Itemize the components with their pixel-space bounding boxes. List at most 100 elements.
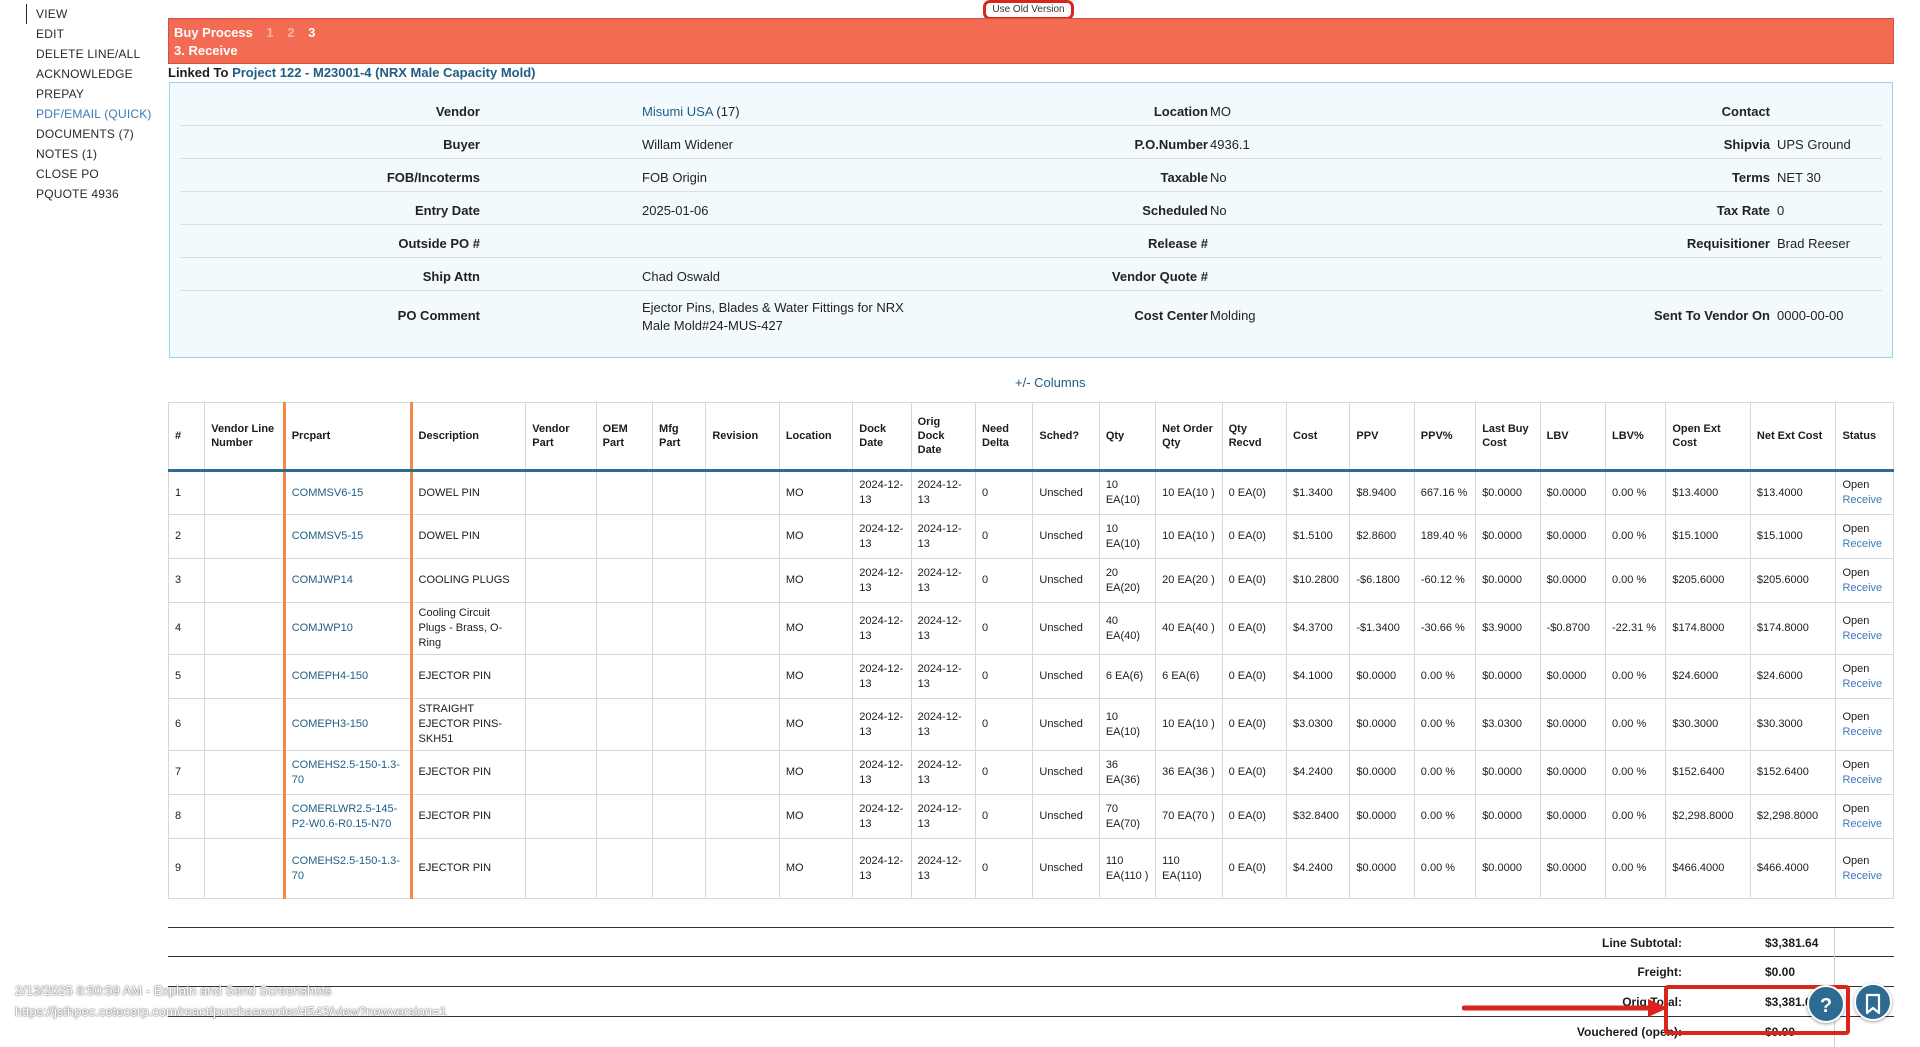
- prcpart-link[interactable]: COMMSV6-15: [291, 486, 364, 499]
- table-cell: 2024-12-13: [852, 838, 912, 899]
- column-header: PPV: [1349, 402, 1415, 472]
- table-cell: -22.31 %: [1605, 602, 1667, 655]
- nav-pdf-email[interactable]: PDF/EMAIL (QUICK): [36, 107, 152, 121]
- prcpart-link[interactable]: COMEPH3-150: [291, 718, 369, 730]
- info-row: Outside PO # Release # Requisitioner Bra…: [180, 225, 1882, 258]
- table-cell: 0 EA(0): [1222, 750, 1288, 795]
- column-header: Revision: [705, 402, 780, 472]
- table-cell: [204, 838, 285, 899]
- table-cell: $205.6000: [1750, 558, 1837, 603]
- nav-view[interactable]: VIEW: [26, 4, 166, 24]
- table-cell: 10 EA(10 ): [1155, 514, 1223, 559]
- prcpart-link[interactable]: COMERLWR2.5-145-P2-W0.6-R0.15-N70: [291, 802, 398, 830]
- receive-link[interactable]: Receive: [1842, 581, 1883, 594]
- info-row: PO Comment Ejector Pins, Blades & Water …: [180, 291, 1882, 343]
- table-cell: 0 EA(0): [1222, 602, 1288, 655]
- table-cell: Unsched: [1032, 514, 1100, 559]
- table-cell: 4: [167, 602, 206, 655]
- table-cell: MO: [779, 794, 854, 839]
- table-cell: Unsched: [1032, 470, 1100, 515]
- table-cell: 1: [167, 470, 206, 515]
- columns-toggle-link[interactable]: +/- Columns: [1015, 375, 1086, 390]
- table-cell: MO: [779, 654, 854, 699]
- table-cell: [652, 698, 707, 751]
- cost-center-label: Cost Center: [1134, 308, 1208, 323]
- nav-delete-line[interactable]: DELETE LINE/ALL: [36, 47, 141, 61]
- po-header-info: Vendor Misumi USA (17) Location MO Conta…: [169, 82, 1893, 358]
- column-header: Mfg Part: [652, 402, 707, 472]
- table-cell: [596, 602, 654, 655]
- bookmark-icon: [1865, 993, 1881, 1015]
- info-row: Entry Date 2025-01-06 Scheduled No Tax R…: [180, 192, 1882, 225]
- table-cell: 36 EA(36): [1099, 750, 1157, 795]
- table-cell: $0.0000: [1475, 794, 1541, 839]
- receive-link[interactable]: Receive: [1842, 629, 1883, 642]
- table-cell: 0: [975, 794, 1034, 839]
- prcpart-link[interactable]: COMMSV5-15: [291, 530, 364, 542]
- receive-link[interactable]: Receive: [1842, 494, 1883, 506]
- table-cell: [525, 654, 597, 699]
- prcpart-link[interactable]: COMJWP14: [291, 574, 353, 586]
- vendor-link[interactable]: Misumi USA: [642, 104, 713, 119]
- nav-notes[interactable]: NOTES (1): [36, 147, 98, 161]
- status-open: Open: [1842, 710, 1870, 723]
- nav-acknowledge[interactable]: ACKNOWLEDGE: [36, 67, 133, 81]
- table-cell: $0.0000: [1475, 558, 1541, 603]
- prcpart-link[interactable]: COMEHS2.5-150-1.3-70: [291, 758, 400, 786]
- receive-link[interactable]: Receive: [1842, 725, 1883, 738]
- nav-documents[interactable]: DOCUMENTS (7): [36, 127, 134, 141]
- prcpart-cell: COMJWP14: [282, 558, 413, 603]
- line-subtotal-label: Line Subtotal:: [1602, 936, 1682, 950]
- screenshot-url: https://jsthpec.cetecerp.com/react/purch…: [15, 1004, 447, 1019]
- receive-link[interactable]: Receive: [1842, 537, 1883, 550]
- use-old-version-button[interactable]: Use Old Version: [986, 3, 1071, 17]
- receive-link[interactable]: Receive: [1842, 869, 1883, 882]
- nav-edit[interactable]: EDIT: [36, 27, 65, 41]
- nav-close-po[interactable]: CLOSE PO: [36, 167, 99, 181]
- process-step-2[interactable]: 2: [287, 25, 295, 40]
- table-cell: $13.4000: [1750, 470, 1837, 515]
- prcpart-link[interactable]: COMJWP10: [291, 622, 353, 634]
- table-cell: 2024-12-13: [852, 654, 912, 699]
- bookmark-button[interactable]: [1854, 983, 1892, 1021]
- nav-prepay[interactable]: PREPAY: [36, 87, 85, 101]
- table-cell: [652, 794, 707, 839]
- table-cell: [525, 698, 597, 751]
- table-cell: 2024-12-13: [852, 514, 912, 559]
- table-cell: $15.1000: [1665, 514, 1751, 559]
- process-step-1[interactable]: 1: [266, 25, 274, 40]
- vendor-quote-label: Vendor Quote #: [1111, 269, 1208, 284]
- receive-link[interactable]: Receive: [1842, 677, 1883, 690]
- table-cell: $13.4000: [1665, 470, 1751, 515]
- status-cell: Open Receive: [1835, 750, 1894, 795]
- table-cell: $0.0000: [1540, 698, 1607, 751]
- process-title: Buy Process: [174, 25, 253, 40]
- vendor-label: Vendor: [435, 104, 480, 119]
- status-open: Open: [1842, 758, 1870, 771]
- column-header: Net Ext Cost: [1750, 402, 1837, 472]
- table-cell: [596, 838, 654, 899]
- vouchered-row: Vouchered (open): $0.00: [168, 1017, 1894, 1047]
- tax-rate-label: Tax Rate: [1716, 203, 1770, 218]
- linked-project-link[interactable]: Project 122 - M23001-4 (NRX Male Capacit…: [232, 65, 536, 80]
- prcpart-link[interactable]: COMEHS2.5-150-1.3-70: [291, 854, 400, 882]
- process-step-3[interactable]: 3: [308, 25, 316, 40]
- column-header: Qty Recvd: [1222, 402, 1288, 472]
- column-header: Description: [411, 402, 527, 472]
- contact-label: Contact: [1721, 104, 1770, 119]
- prcpart-link[interactable]: COMEPH4-150: [291, 670, 369, 682]
- orig-total-value: $3,381.6: [1765, 995, 1812, 1009]
- table-row: 8 COMERLWR2.5-145-P2-W0.6-R0.15-N70 EJECTO…: [167, 794, 1894, 839]
- receive-link[interactable]: Receive: [1842, 773, 1883, 786]
- nav-pquote[interactable]: PQUOTE 4936: [36, 187, 119, 201]
- status-open: Open: [1842, 479, 1870, 491]
- table-cell: $0.0000: [1475, 654, 1541, 699]
- help-button[interactable]: ?: [1807, 985, 1845, 1023]
- table-cell: 0 EA(0): [1222, 794, 1288, 839]
- table-cell: 2024-12-13: [852, 558, 912, 603]
- table-cell: $0.0000: [1349, 654, 1415, 699]
- receive-link[interactable]: Receive: [1842, 817, 1883, 830]
- column-header: Dock Date: [852, 402, 912, 472]
- table-cell: $1.3400: [1286, 470, 1351, 515]
- table-cell: $30.3000: [1750, 698, 1837, 751]
